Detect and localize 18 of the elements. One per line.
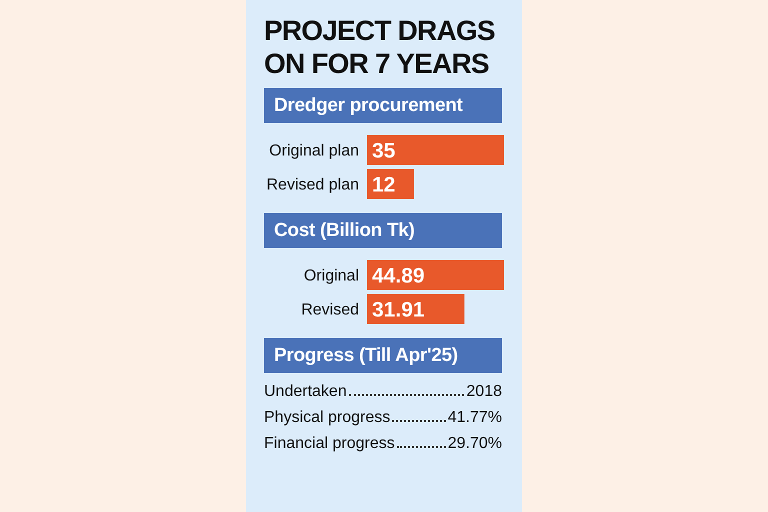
y-tick-label: Original plan [269, 142, 359, 160]
data-label: 35 [372, 139, 396, 162]
text: Undertaken [264, 383, 347, 401]
text: Financial progress [264, 435, 395, 453]
text: 41.77% [448, 409, 502, 427]
data-label: 44.89 [372, 264, 425, 288]
y-tick-label: Revised plan [266, 176, 359, 194]
text: 2018 [466, 383, 502, 401]
text: Progress (Till Apr'25) [264, 338, 502, 373]
chart-subtitle: Dredger procurement [264, 88, 502, 123]
y-tick-label: Original [304, 268, 359, 285]
y-tick-label: Revised [301, 302, 359, 319]
text: Physical progress [264, 409, 390, 427]
chart-title: Cost (Billion Tk) [264, 213, 502, 248]
text: 29.70% [448, 435, 502, 453]
data-label: 31.91 [372, 298, 425, 322]
data-label: 12 [372, 173, 396, 196]
chart-title: PROJECT DRAGS ON FOR 7 YEARS [264, 14, 496, 80]
